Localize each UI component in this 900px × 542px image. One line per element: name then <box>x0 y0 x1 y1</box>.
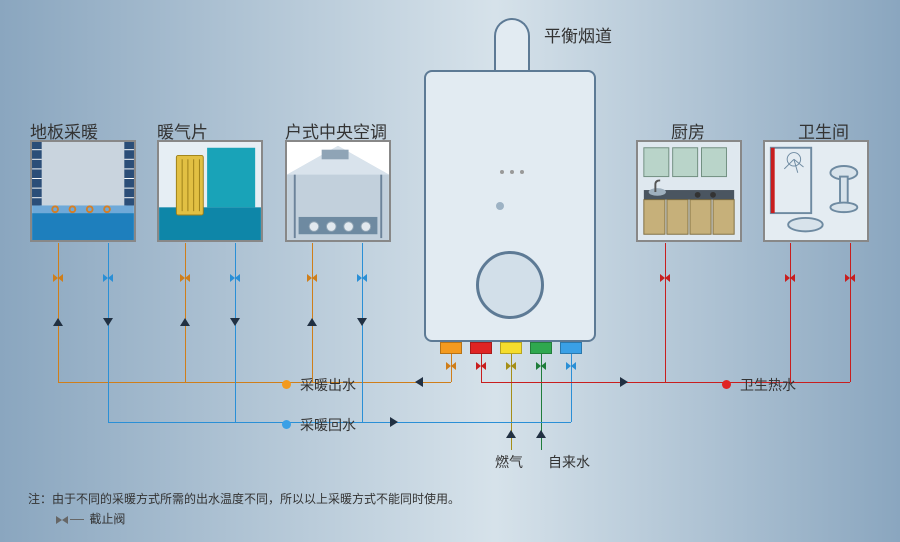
pipe <box>58 243 59 382</box>
legend-cold-water: 自来水 <box>548 452 590 472</box>
pipe <box>312 243 313 382</box>
diagram-canvas: 平衡烟道地板采暖 暖气片 户式中央空调 厨房 卫生间 <box>0 0 900 542</box>
arrow-down-icon <box>357 318 367 326</box>
boiler-led <box>500 170 504 174</box>
arrow-down-icon <box>230 318 240 326</box>
kitchen-panel <box>636 140 742 242</box>
bathroom-panel <box>763 140 869 242</box>
arrow-up-icon <box>180 318 190 326</box>
hot-water-dot <box>722 380 731 389</box>
arrow-right-icon <box>390 417 398 427</box>
pipe <box>362 243 363 422</box>
arrow-right-icon <box>620 377 628 387</box>
pipe <box>185 243 186 382</box>
pipe <box>665 243 666 382</box>
pipe <box>108 243 109 422</box>
heating-return-dot <box>282 420 291 429</box>
arrow-up-icon <box>506 430 516 438</box>
footnote-valve: 截止阀 <box>56 510 125 527</box>
arrow-up-icon <box>536 430 546 438</box>
port-hot_water_out <box>470 342 492 354</box>
pipe <box>850 243 851 382</box>
port-cold_water_in <box>530 342 552 354</box>
pipe <box>571 354 572 422</box>
arrow-down-icon <box>103 318 113 326</box>
pipe <box>790 243 791 382</box>
legend-heating-out: 采暖出水 <box>300 375 356 395</box>
heating-out-dot <box>282 380 291 389</box>
flue-label: 平衡烟道 <box>544 22 612 47</box>
pipe <box>481 354 482 382</box>
arrow-up-icon <box>53 318 63 326</box>
flue <box>494 18 530 72</box>
boiler-led <box>510 170 514 174</box>
arrow-left-icon <box>415 377 423 387</box>
boiler-indicator <box>496 202 504 210</box>
radiator-panel <box>157 140 263 242</box>
legend-gas: 燃气 <box>495 452 523 472</box>
footnote-text: 注：由于不同的采暖方式所需的出水温度不同，所以以上采暖方式不能同时使用。 <box>28 490 460 507</box>
pipe <box>235 243 236 422</box>
legend-hot-water: 卫生热水 <box>740 375 796 395</box>
pipe <box>451 354 452 382</box>
legend-heating-return: 采暖回水 <box>300 415 356 435</box>
port-gas_in <box>500 342 522 354</box>
port-heating_out <box>440 342 462 354</box>
central_ac-panel <box>285 140 391 242</box>
boiler-led <box>520 170 524 174</box>
port-heating_return <box>560 342 582 354</box>
floor_heating-panel <box>30 140 136 242</box>
arrow-up-icon <box>307 318 317 326</box>
boiler-dial <box>476 251 544 319</box>
pipe <box>58 382 451 383</box>
